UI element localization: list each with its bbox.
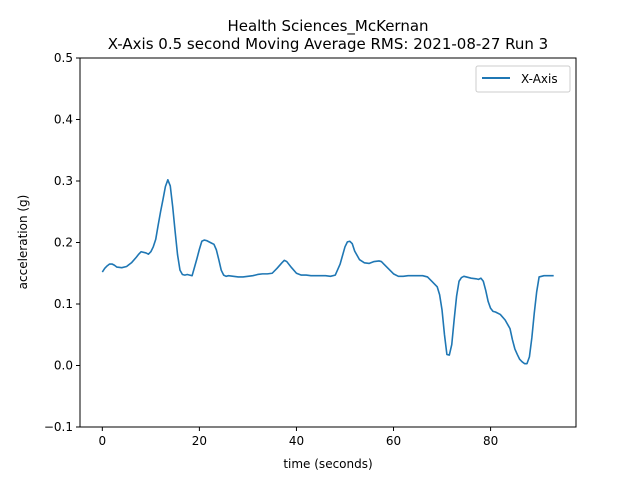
legend: X-Axis — [475, 65, 571, 93]
y-tick-label: 0.2 — [54, 236, 73, 250]
x-tick-label: 20 — [192, 434, 207, 448]
legend-label-x-axis: X-Axis — [521, 72, 558, 86]
x-axis-label: time (seconds) — [283, 457, 372, 471]
y-tick-label: 0.5 — [54, 51, 73, 65]
y-tick-label: 0.3 — [54, 174, 73, 188]
axis-ticks: 0 20 40 60 80 −0.1 0.0 0.1 0.2 0.3 0.4 0.5 — [44, 51, 498, 448]
y-axis-label: acceleration (g) — [16, 195, 30, 290]
x-tick-label: 60 — [386, 434, 401, 448]
x-tick-label: 80 — [483, 434, 498, 448]
y-tick-label: 0.0 — [54, 359, 73, 373]
legend-box — [475, 65, 571, 93]
y-tick-label: 0.1 — [54, 297, 73, 311]
chart-title-line2: X-Axis 0.5 second Moving Average RMS: 20… — [108, 35, 548, 53]
y-tick-label: −0.1 — [44, 420, 73, 434]
y-tick-label: 0.4 — [54, 113, 73, 127]
series-line-0 — [101, 178, 554, 365]
chart-title-line1: Health Sciences_McKernan — [227, 17, 428, 36]
x-tick-label: 0 — [99, 434, 107, 448]
x-tick-label: 40 — [289, 434, 304, 448]
plot-area — [79, 57, 577, 428]
